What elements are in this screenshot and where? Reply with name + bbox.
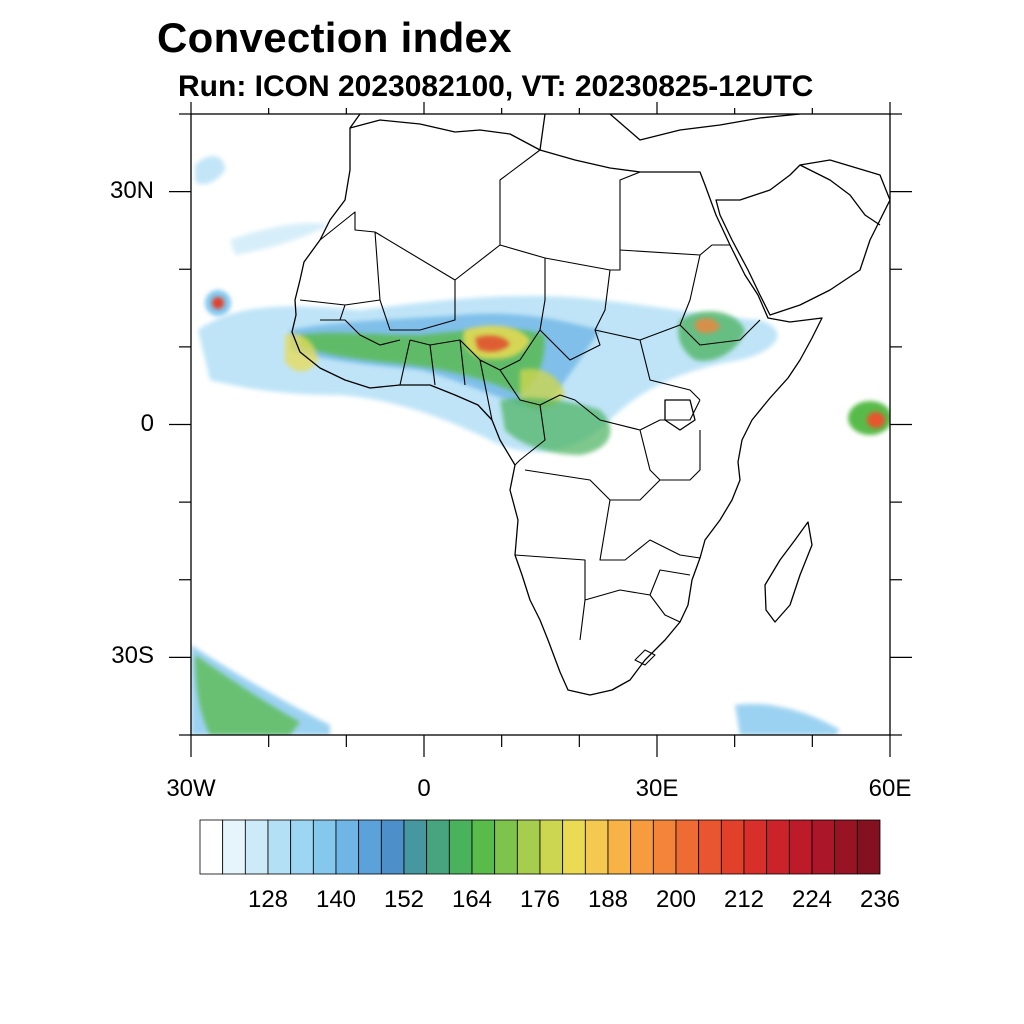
convection-area-atlantic-cyclone-core	[212, 297, 224, 309]
colorbar-swatch	[788, 819, 813, 875]
colorbar-swatch	[562, 819, 586, 875]
colorbar-swatch	[222, 819, 246, 875]
colorbar-label: 188	[587, 886, 629, 913]
persian-gulf	[799, 164, 881, 226]
colorbar-swatch	[267, 819, 292, 875]
colorbar-swatch	[834, 819, 858, 875]
colorbar-swatch	[607, 819, 632, 875]
colorbar-swatch	[426, 819, 450, 875]
colorbar-label: 224	[791, 886, 833, 913]
convection-area-ethiopia	[678, 311, 745, 361]
colorbar-swatch	[652, 819, 677, 875]
lake-victoria	[664, 399, 696, 431]
colorbar-swatch	[335, 819, 360, 875]
colorbar-label: 128	[247, 886, 289, 913]
colorbar-swatch	[720, 819, 745, 875]
colorbar-swatch	[471, 819, 496, 875]
y-tick-label: 30S	[111, 642, 154, 670]
y-tick-label: 30N	[109, 176, 154, 204]
colorbar-label: 212	[723, 886, 765, 913]
convection-area-west-africa-wisps	[230, 223, 330, 255]
colorbar-swatch	[358, 819, 382, 875]
colorbar-swatch	[199, 819, 224, 875]
x-tick-label: 60E	[868, 775, 912, 802]
mediterranean-north-coastline	[349, 114, 801, 151]
colorbar-swatch	[811, 819, 836, 875]
chart-subtitle: Run: ICON 2023082100, VT: 20230825-12UTC	[178, 70, 814, 103]
colorbar-label: 164	[451, 886, 493, 913]
africa-coastline	[291, 119, 823, 696]
colorbar-swatch	[244, 819, 269, 875]
convection-area-south-indian	[735, 703, 840, 735]
convection-area-indian-ocean-core	[867, 412, 885, 428]
arabia-coastline	[715, 159, 890, 316]
colorbar-swatch	[494, 819, 518, 875]
colorbar-label: 140	[315, 886, 357, 913]
convection-area-south-atlantic-core	[195, 655, 300, 735]
colorbar-swatch	[448, 819, 473, 875]
axis-ticks	[169, 102, 912, 757]
colorbar-label: 200	[655, 886, 697, 913]
x-tick-label: 0	[417, 775, 431, 802]
colorbar-swatch	[539, 819, 564, 875]
colorbar-label: 236	[859, 886, 901, 913]
convection-field	[191, 155, 890, 735]
convection-area-ethiopia-core	[695, 318, 720, 334]
colorbar-swatch	[380, 819, 405, 875]
convection-area-north-atlantic	[195, 155, 225, 185]
y-tick-label: 0	[140, 409, 154, 437]
colorbar	[199, 819, 881, 875]
colorbar-swatch	[516, 819, 541, 875]
madagascar-coastline	[764, 521, 813, 623]
x-tick-label: 30E	[635, 775, 679, 802]
colorbar-swatch	[675, 819, 700, 875]
colorbar-swatch	[743, 819, 768, 875]
colorbar-label: 176	[519, 886, 561, 913]
colorbar-swatch	[312, 819, 337, 875]
convection-area-central-africa	[500, 398, 611, 455]
colorbar-swatch	[856, 819, 881, 875]
chart-title: Convection index	[157, 14, 512, 61]
colorbar-swatch	[630, 819, 654, 875]
x-tick-label: 30W	[166, 775, 216, 802]
country-borders	[299, 149, 761, 666]
colorbar-swatch	[698, 819, 722, 875]
colorbar-swatch	[766, 819, 790, 875]
colorbar-swatch	[290, 819, 314, 875]
colorbar-label: 152	[383, 886, 425, 913]
colorbar-swatch	[584, 819, 609, 875]
convection-area-nigeria-red	[475, 335, 510, 352]
colorbar-swatch	[403, 819, 428, 875]
